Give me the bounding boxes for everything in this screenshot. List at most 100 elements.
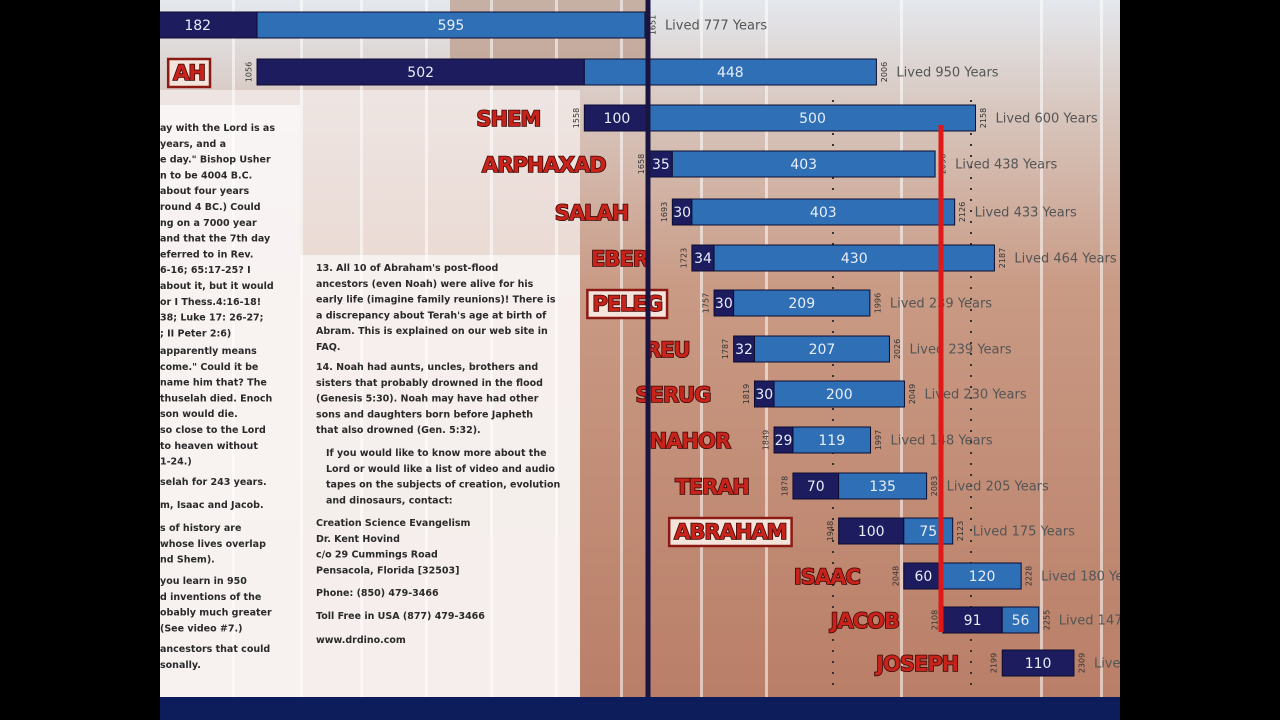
- text-line: son would die.: [160, 409, 238, 420]
- start-year: 2108: [930, 610, 939, 630]
- text-line: 1-24.): [160, 457, 192, 468]
- text-line: come." Could it be: [160, 362, 258, 373]
- bar-segment: [649, 104, 977, 132]
- segment-label: 430: [841, 251, 868, 267]
- text-line: apparently means: [160, 346, 257, 357]
- bar-segment: [160, 11, 258, 39]
- lived-label: Lived 147: [1059, 614, 1123, 629]
- segment-label: 403: [810, 205, 837, 221]
- name: PELEG: [592, 292, 662, 316]
- text-line: you learn in 950: [160, 576, 247, 587]
- text-line: ; II Peter 2:6): [160, 328, 231, 339]
- text-line: or I Thess.4:16-18!: [160, 297, 261, 308]
- name: ISAAC: [794, 565, 860, 589]
- name: ABRAHAM: [674, 520, 786, 544]
- start-year: 2199: [990, 653, 999, 673]
- end-year: 2309: [1077, 653, 1086, 673]
- text-line: ancestors (even Noah) were alive for his: [316, 279, 534, 290]
- segment-label: 32: [735, 342, 753, 358]
- end-year: 2083: [930, 476, 939, 496]
- text-line: about four years: [160, 186, 249, 197]
- text-line: d inventions of the: [160, 592, 261, 603]
- stripe: [555, 0, 558, 697]
- start-year: 1787: [721, 339, 730, 359]
- bar-segment: [903, 562, 944, 590]
- text-line: FAQ.: [316, 342, 340, 353]
- end-year: 1651: [648, 15, 657, 35]
- name-box: [667, 516, 793, 548]
- end-year: 2255: [1042, 610, 1051, 630]
- stripe: [360, 0, 363, 697]
- lived-label: Lived 205 Years: [947, 480, 1049, 495]
- text-line: (See video #7.): [160, 623, 242, 634]
- bar-segment: [583, 58, 877, 86]
- text-line: c/o 29 Cummings Road: [316, 550, 438, 561]
- bar-segment: [838, 472, 928, 500]
- end-year: 2126: [958, 202, 967, 222]
- lived-label: Lived 175 Years: [973, 525, 1075, 540]
- bar-segment: [691, 198, 956, 226]
- bar-segment: [1001, 649, 1075, 677]
- text-line: If you would like to know more about the: [326, 448, 547, 459]
- segment-label: 502: [407, 65, 434, 81]
- lived-label: Lived 239 Years: [909, 343, 1011, 358]
- segment-label: 70: [807, 479, 825, 495]
- bar-segment: [256, 11, 646, 39]
- bar-segment: [671, 150, 936, 178]
- text-line: ancestors that could: [160, 644, 270, 655]
- segment-label: 29: [775, 433, 793, 449]
- segment-label: 30: [715, 296, 733, 312]
- text-line: Dr. Kent Hovind: [316, 534, 400, 545]
- segment-label: 34: [694, 251, 712, 267]
- frame: ay with the Lord is as years, and a e day…: [160, 0, 1143, 697]
- stripe: [700, 0, 703, 697]
- name: SHEM: [476, 107, 540, 131]
- text-line: and dinosaurs, contact:: [326, 495, 453, 506]
- stripe: [620, 0, 623, 697]
- text-line: sisters that probably drowned in the flo…: [316, 378, 543, 389]
- text-line: early life (imagine family reunions)! Th…: [316, 295, 556, 306]
- name: JACOB: [829, 609, 899, 633]
- stripe: [300, 0, 303, 697]
- segment-label: 182: [184, 18, 211, 34]
- start-year: 1558: [572, 108, 581, 128]
- end-year: 1997: [874, 430, 883, 450]
- stripe: [1040, 0, 1043, 697]
- end-year: 2006: [880, 62, 889, 82]
- text-line: thuselah died. Enoch: [160, 393, 273, 404]
- stripe: [425, 0, 428, 697]
- text-line: eferred to in Rev.: [160, 249, 253, 260]
- segment-label: 209: [788, 296, 815, 312]
- bar-segment: [838, 517, 905, 545]
- bottom-band: [160, 697, 1120, 720]
- start-year: 1658: [637, 154, 646, 174]
- lived-label: Lived 180 Years: [1041, 570, 1143, 585]
- start-year: 1819: [742, 384, 751, 404]
- start-year: 1693: [660, 202, 669, 222]
- text-line: Pensacola, Florida [32503]: [316, 565, 459, 576]
- start-year: 2048: [891, 566, 900, 586]
- bar-segment: [792, 426, 872, 454]
- segment-label: 119: [818, 433, 845, 449]
- bar-segment: [792, 472, 840, 500]
- text-line: Lord or would like a list of video and a…: [326, 464, 555, 475]
- segment-label: 56: [1012, 613, 1030, 629]
- name-box: [166, 57, 212, 89]
- text-line: tapes on the subjects of creation, evolu…: [326, 480, 561, 491]
- segment-label: 30: [673, 205, 691, 221]
- name-box: [586, 288, 669, 320]
- stripe: [490, 0, 493, 697]
- segment-label: 100: [858, 524, 885, 540]
- start-year: 1723: [679, 248, 688, 268]
- lived-label: Lived 950 Years: [896, 66, 998, 81]
- end-year: 2228: [1025, 566, 1034, 586]
- text-line: about it, but it would: [160, 281, 274, 292]
- lived-label: Lived 777 Years: [665, 19, 767, 34]
- end-year: 2049: [908, 384, 917, 404]
- segment-label: 135: [869, 479, 896, 495]
- end-year: 2026: [893, 339, 902, 359]
- name: REU: [645, 338, 690, 362]
- text-line: nd Shem).: [160, 555, 215, 566]
- segment-label: 75: [919, 524, 937, 540]
